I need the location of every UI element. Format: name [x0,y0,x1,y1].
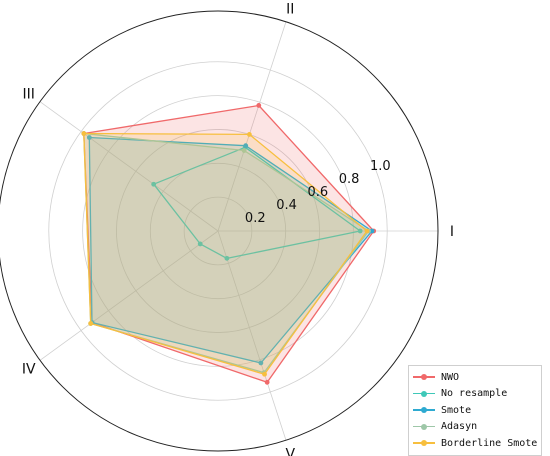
axis-label-I: I [450,224,454,240]
series-polygon-1 [153,146,361,260]
radar-grid [0,10,439,452]
radial-tick-label: 0.6 [307,185,328,200]
radial-tick-label: 0.8 [339,172,360,187]
legend-item: Smote [413,402,537,419]
grid-spoke-2 [39,101,219,232]
legend-label: Adasyn [441,421,478,433]
data-point-1-3 [197,241,203,247]
legend-swatch [413,438,435,448]
radial-tick-label: 0.4 [276,198,297,213]
data-point-2-2 [86,135,92,140]
legend-label: Smote [441,404,472,416]
chart-legend: NWO No resample Smote Adasyn Borderline Smot… [408,365,542,456]
series-polygon-0 [83,104,375,383]
legend-item: Borderline Smote [413,435,537,452]
data-point-1-4 [224,255,230,261]
axis-label-V: V [286,447,296,456]
polar-frame [0,10,439,452]
data-point-2-1 [243,143,249,149]
data-point-4-1 [246,132,252,137]
legend-label: No resample [441,388,508,400]
legend-label: Borderline Smote [441,437,538,449]
legend-label: NWO [441,371,460,383]
legend-item: Adasyn [413,419,537,436]
data-point-1-0 [357,228,363,234]
axis-label-IV: IV [22,362,36,378]
radar-series [81,103,377,385]
data-point-2-4 [258,360,264,366]
data-point-2-0 [369,228,375,234]
data-point-0-1 [256,103,262,108]
series-nwo [81,103,377,385]
series-smote [86,135,375,366]
radial-tick-label: 1.0 [370,159,391,174]
legend-item: No resample [413,386,537,403]
series-borderline-smote [81,131,370,377]
data-point-3-1 [241,148,247,153]
grid-spoke-3 [39,230,219,361]
data-point-4-0 [364,228,370,234]
series-no-resample [151,144,363,261]
legend-swatch [413,405,435,415]
data-point-4-2 [81,131,87,136]
axis-label-III: III [22,86,34,102]
data-point-0-4 [264,379,270,385]
legend-swatch [413,422,435,432]
radial-tick-label: 0.2 [245,211,266,226]
data-point-4-4 [262,371,267,377]
legend-swatch [413,372,435,382]
data-point-4-3 [88,321,94,326]
grid-spoke-1 [217,21,287,232]
grid-spoke-4 [217,230,287,441]
legend-swatch [413,389,435,399]
series-polygon-4 [83,132,368,375]
legend-item: NWO [413,369,537,386]
series-polygon-2 [88,136,373,364]
data-point-1-2 [151,181,157,187]
axis-label-II: II [286,1,294,17]
